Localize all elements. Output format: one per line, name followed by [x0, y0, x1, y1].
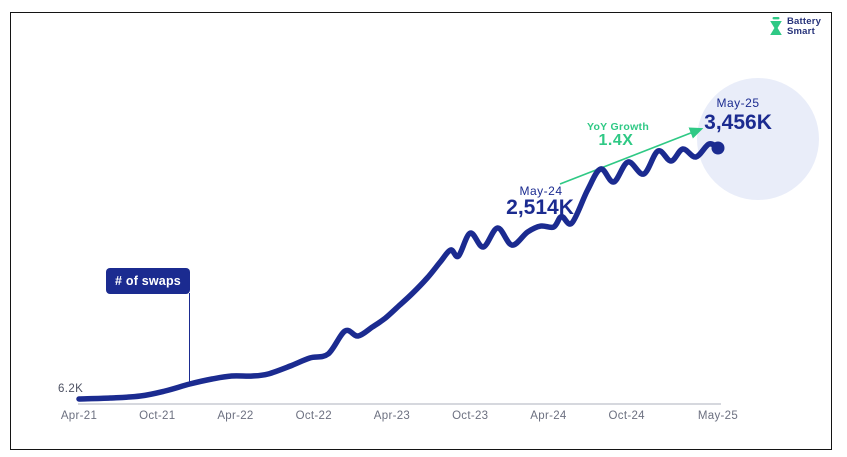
may25-date-label: May-25 [716, 96, 760, 110]
x-tick-label: Oct-22 [295, 410, 332, 422]
x-tick-label: Apr-21 [60, 410, 98, 422]
yoy-growth-label: YoY Growth [586, 121, 650, 133]
yoy-growth-value: 1.4X [598, 132, 634, 149]
brand-logo: Battery Smart [769, 17, 821, 39]
may24-date-label: May-24 [519, 184, 563, 198]
may25-halo-circle [697, 78, 819, 200]
may25-value-label: 3,456K [704, 111, 772, 134]
swaps-line [76, 141, 721, 402]
x-tick-label: Apr-24 [530, 410, 567, 422]
battery-swap-icon [770, 17, 782, 35]
yoy-growth-arrow [559, 127, 704, 185]
logo-text-line2: Smart [787, 26, 815, 37]
x-tick-label: Oct-21 [139, 410, 176, 422]
x-tick-label: Oct-23 [452, 410, 489, 422]
x-tick-label: Apr-22 [217, 410, 254, 422]
end-point-dot [711, 141, 725, 155]
x-tick-label: Apr-23 [373, 410, 411, 422]
logo-wordmark: Battery Smart [787, 17, 821, 37]
start-value-label: 6.2K [58, 383, 84, 395]
may24-value-label: 2,514K [506, 196, 574, 219]
series-label-badge: # of swaps [106, 268, 190, 294]
logo-text-line1: Battery [787, 16, 822, 27]
x-tick-label: Oct-24 [608, 410, 645, 422]
slide-border [10, 12, 832, 450]
x-tick-label: May-25 [697, 410, 739, 422]
